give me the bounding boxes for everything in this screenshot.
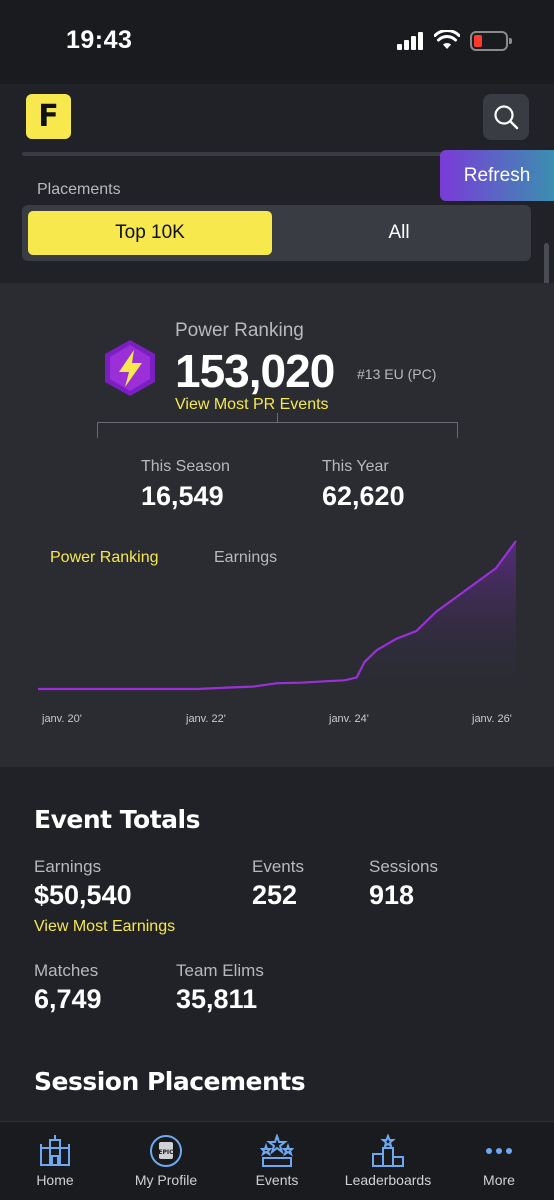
- power-ranking-region-rank: #13 EU (PC): [357, 366, 437, 382]
- signal-icon: [397, 32, 427, 50]
- epic-badge-icon: EPIC: [150, 1135, 182, 1167]
- nav-more[interactable]: More: [444, 1122, 554, 1200]
- nav-home-label: Home: [36, 1172, 74, 1188]
- nav-events-label: Events: [255, 1172, 299, 1188]
- tab-power-ranking[interactable]: Power Ranking: [50, 549, 159, 566]
- session-placements-title: Session Placements: [34, 1067, 306, 1096]
- nav-more-label: More: [483, 1172, 515, 1188]
- sessions-label: Sessions: [369, 857, 438, 876]
- nav-leaderboards[interactable]: Leaderboards: [333, 1122, 443, 1200]
- team-elims-label: Team Elims: [176, 961, 264, 980]
- this-season-value: 16,549: [141, 481, 224, 511]
- power-ranking-label: Power Ranking: [175, 320, 304, 341]
- events-label: Events: [252, 857, 304, 876]
- divider: [22, 152, 442, 156]
- event-totals-section: Event Totals Earnings $50,540 View Most …: [0, 767, 554, 1121]
- this-year-value: 62,620: [322, 481, 405, 511]
- bottom-nav: Home EPIC My Profile Events Leaderboards…: [0, 1121, 554, 1200]
- search-icon: [494, 105, 519, 130]
- x-tick-label: janv. 20': [42, 713, 82, 725]
- stars-podium-icon: [260, 1134, 294, 1167]
- search-button[interactable]: [483, 94, 529, 140]
- earnings-label: Earnings: [34, 857, 102, 876]
- view-most-earnings-link[interactable]: View Most Earnings: [34, 918, 176, 935]
- sessions-value: 918: [369, 880, 415, 910]
- nav-events[interactable]: Events: [222, 1122, 332, 1200]
- podium-icon: [372, 1134, 404, 1167]
- placements-section: Placements Refresh Top 10K All: [0, 150, 554, 283]
- x-tick-label: janv. 22': [186, 713, 226, 725]
- x-tick-label: janv. 24': [329, 713, 369, 725]
- earnings-value: $50,540: [34, 880, 132, 910]
- x-tick-label: janv. 26': [472, 713, 512, 725]
- bracket-tick: [277, 413, 278, 423]
- refresh-button[interactable]: Refresh: [440, 150, 554, 201]
- chart-line: [38, 540, 517, 691]
- top-10k-option[interactable]: Top 10K: [28, 211, 272, 255]
- matches-value: 6,749: [34, 984, 102, 1014]
- dots-icon: [486, 1148, 512, 1154]
- nav-my-profile[interactable]: EPIC My Profile: [111, 1122, 221, 1200]
- placements-toggle: Top 10K All: [22, 205, 531, 261]
- event-totals-title: Event Totals: [34, 805, 200, 834]
- status-time: 19:43: [66, 26, 133, 54]
- svg-text:EPIC: EPIC: [158, 1149, 174, 1156]
- power-ranking-card: Power Ranking 153,020 #13 EU (PC) View M…: [0, 283, 554, 767]
- this-season-label: This Season: [141, 458, 230, 475]
- this-year-label: This Year: [322, 458, 389, 475]
- placements-label: Placements: [37, 181, 121, 198]
- lightning-hex-icon: [105, 340, 155, 396]
- nav-leaderboards-label: Leaderboards: [344, 1172, 432, 1188]
- events-value: 252: [252, 880, 298, 910]
- app-logo[interactable]: F: [26, 94, 71, 139]
- all-option[interactable]: All: [388, 222, 410, 243]
- nav-home[interactable]: Home: [0, 1122, 110, 1200]
- battery-icon: [470, 31, 512, 51]
- team-elims-value: 35,811: [176, 984, 258, 1014]
- castle-icon: [40, 1135, 70, 1166]
- power-ranking-value: 153,020: [175, 345, 335, 397]
- nav-my-profile-label: My Profile: [134, 1172, 198, 1188]
- app-header: F: [0, 84, 554, 152]
- status-bar: 19:43: [0, 0, 554, 84]
- power-ranking-chart: [38, 540, 517, 691]
- view-most-pr-events-link[interactable]: View Most PR Events: [175, 396, 329, 413]
- bracket-divider: [97, 422, 458, 438]
- tab-earnings[interactable]: Earnings: [214, 549, 278, 566]
- matches-label: Matches: [34, 961, 99, 980]
- chart-area-fill: [38, 541, 516, 689]
- wifi-icon: [434, 30, 460, 49]
